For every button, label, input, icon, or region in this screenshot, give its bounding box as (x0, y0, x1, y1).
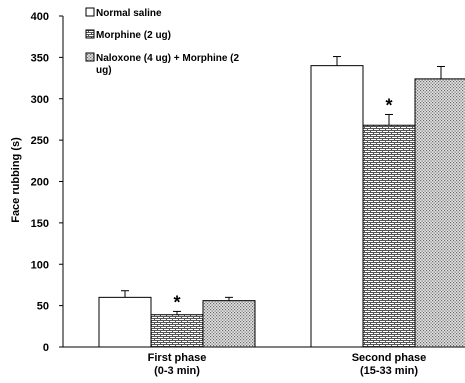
legend-swatch (85, 7, 95, 17)
legend-label: Normal saline (96, 8, 162, 19)
bar-3-2 (414, 78, 465, 348)
y-tick-label: 250 (31, 135, 49, 147)
bar-3-1 (202, 300, 256, 348)
bar-2-2 (362, 124, 416, 348)
bars (98, 65, 465, 348)
y-tick-label: 150 (31, 218, 49, 230)
legend: Normal saline Morphine (2 ug) Naloxone (4 … (85, 7, 240, 76)
y-axis-ticks: 0 50 100 150 200 250 300 350 400 (31, 11, 63, 354)
axes (62, 16, 465, 348)
y-tick-label: 350 (31, 52, 49, 64)
error-bars (121, 56, 445, 315)
category-label: (0-3 min) (154, 365, 200, 377)
category-labels: First phase(0-3 min) Second phase(15-33 m… (148, 352, 427, 377)
category-label: (15-33 min) (360, 365, 418, 377)
bar-1-1 (98, 296, 152, 348)
legend-label: ug) (96, 65, 112, 76)
bar-1-2 (310, 65, 364, 348)
legend-label: Naloxone (4 ug) + Morphine (2 (96, 53, 240, 64)
y-tick-label: 100 (31, 259, 49, 271)
category-label: Second phase (352, 352, 427, 364)
legend-label: Morphine (2 ug) (96, 30, 171, 41)
y-tick-label: 50 (37, 301, 49, 313)
significance-star: * (385, 95, 392, 115)
y-tick-label: 200 (31, 177, 49, 189)
annotations: ** (173, 95, 392, 312)
category-label: First phase (148, 352, 207, 364)
y-tick-label: 0 (43, 342, 49, 354)
legend-swatch (85, 29, 95, 39)
y-axis-title: Face rubbing (s) (10, 137, 22, 223)
significance-star: * (173, 292, 180, 312)
legend-swatch (85, 52, 95, 62)
bar-2-1 (150, 314, 204, 348)
y-tick-label: 400 (31, 11, 49, 23)
y-tick-label: 300 (31, 94, 49, 106)
